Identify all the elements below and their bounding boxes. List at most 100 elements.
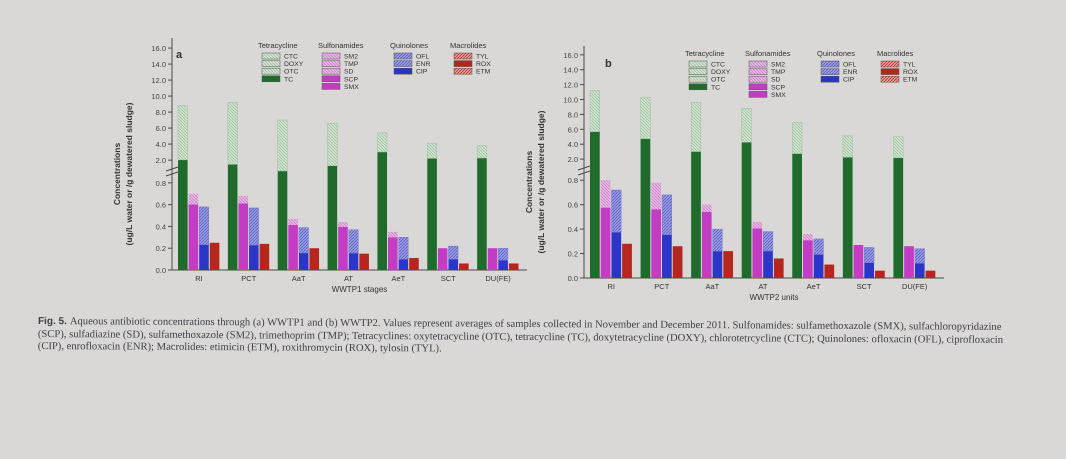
bar-tetracyclines-light (327, 122, 338, 167)
legend-swatch (453, 60, 473, 67)
caption-label: Fig. 5. (37, 316, 67, 328)
legend-item-label: TC (284, 76, 293, 83)
y-tick-label: 0.4 (156, 222, 166, 231)
bar-tetracyclines (741, 142, 752, 278)
bar-sulfonamides (437, 248, 448, 270)
legend-item-label: CTC (711, 62, 725, 69)
y-tick-label: 2.0 (156, 156, 166, 165)
y-axis-label-line1: Concentrations (524, 151, 534, 214)
bar-tetracyclines (893, 157, 904, 278)
legend-item-label: DOXY (284, 61, 304, 68)
legend-swatch (748, 75, 768, 83)
y-tick-label: 4.0 (568, 140, 578, 149)
bar-tetracyclines-light (476, 145, 487, 159)
legend-swatch (880, 68, 900, 75)
x-axis-label: WWTP2 units (750, 293, 799, 302)
bar-macrolides (622, 243, 632, 278)
x-tick-label: AT (758, 282, 767, 291)
bar-sulfonamides (752, 228, 763, 278)
legend-item-label: SMX (771, 92, 786, 99)
y-tick-label: 0.8 (568, 176, 578, 185)
y-tick-label: 0.2 (156, 244, 166, 253)
bar-quinolones (763, 251, 773, 278)
bar-macrolides (459, 263, 469, 270)
bar-sulfonamides-light (701, 204, 712, 212)
bar-quinolones-hatched (712, 228, 723, 252)
bar-macrolides (259, 243, 270, 270)
x-tick-label: DU(FE) (485, 274, 511, 283)
x-tick-label: RI (195, 274, 203, 283)
bar-tetracyclines-light (842, 135, 853, 158)
bar-quinolones (662, 234, 672, 278)
bar-sulfonamides (904, 246, 914, 278)
y-tick-label: 14.0 (151, 60, 166, 69)
legend-swatch (393, 52, 413, 60)
legend-item-label: TC (711, 84, 720, 91)
y-tick-label: 4.0 (156, 140, 166, 149)
bar-quinolones-hatched (914, 248, 925, 264)
x-tick-label: PCT (241, 274, 256, 283)
chart-panel-a: 0.0 0.2 0.4 0.6 0.8 2.0 4.0 6.0 8.0 10.0 12.0 14.0 1… (112, 38, 527, 294)
bar-quinolones-hatched (661, 194, 672, 235)
bar-quinolones-hatched (398, 237, 409, 260)
bar-quinolones (498, 260, 508, 270)
y-tick-label: 10.0 (563, 96, 578, 105)
bar-macrolides (209, 242, 220, 270)
bar-quinolones (398, 259, 409, 270)
y-tick-label: 0.2 (568, 250, 578, 259)
y-tick-label: 0.4 (568, 225, 578, 234)
bar-quinolones (199, 244, 209, 270)
bar-quinolones-hatched (813, 238, 824, 255)
bar-sulfonamides-light (752, 221, 763, 229)
bar-tetracyclines-light (792, 122, 803, 154)
y-tick-label: 0.0 (156, 266, 166, 275)
bar-quinolones (249, 245, 259, 270)
legend-swatch (820, 75, 840, 83)
bar-sulfonamides-light (288, 218, 298, 225)
legend-item-label: CIP (843, 77, 855, 84)
bar-sulfonamides (803, 240, 813, 278)
bar-macrolides (409, 258, 419, 270)
bar-sulfonamides-light (388, 231, 398, 238)
bar-sulfonamides-light (600, 180, 611, 208)
bar-macrolides (359, 253, 369, 270)
bar-tetracyclines (590, 131, 600, 278)
panel-letter: a (176, 49, 183, 61)
legend-item-label: SCP (344, 76, 358, 83)
bar-sulfonamides-light (338, 222, 348, 227)
bar-tetracyclines (227, 164, 238, 270)
legend-swatch (453, 67, 473, 75)
legend-group-title: Macrolides (877, 49, 914, 58)
y-tick-label: 10.0 (151, 92, 166, 101)
y-tick-label: 8.0 (156, 108, 166, 117)
bar-sulfonamides-light (238, 195, 249, 204)
y-tick-label: 8.0 (568, 110, 578, 119)
bar-tetracyclines-light (227, 102, 238, 165)
bar-macrolides (672, 246, 683, 278)
x-tick-label: AT (344, 274, 353, 283)
bar-tetracyclines (427, 158, 437, 270)
legend-group-title: Quinolones (390, 41, 428, 50)
bar-macrolides (773, 258, 784, 278)
bar-tetracyclines-light (741, 108, 752, 143)
bar-quinolones-hatched (448, 245, 459, 260)
bar-quinolones (864, 262, 875, 278)
bar-quinolones (813, 254, 824, 278)
y-tick-label: 2.0 (568, 155, 578, 164)
x-axis-label: WWTP1 stages (332, 285, 388, 294)
legend-item-label: TMP (771, 69, 786, 76)
caption-text: Aqueous antibiotic concentrations throug… (37, 316, 1004, 355)
legend-swatch (321, 67, 341, 75)
y-tick-label: 6.0 (156, 124, 166, 133)
bar-tetracyclines-light (377, 132, 388, 153)
legend-item-label: SD (771, 77, 781, 84)
legend-item-label: SM2 (771, 62, 785, 69)
figure-caption: Fig. 5. Aqueous antibiotic concentrations… (38, 316, 1028, 360)
legend-swatch (688, 75, 708, 83)
legend-swatch (748, 60, 768, 68)
bar-sulfonamides (487, 248, 498, 270)
y-tick-label: 12.0 (563, 81, 578, 90)
x-tick-label: SCT (857, 282, 872, 291)
legend-item-label: OTC (284, 69, 298, 76)
bar-tetracyclines-light (640, 96, 651, 140)
